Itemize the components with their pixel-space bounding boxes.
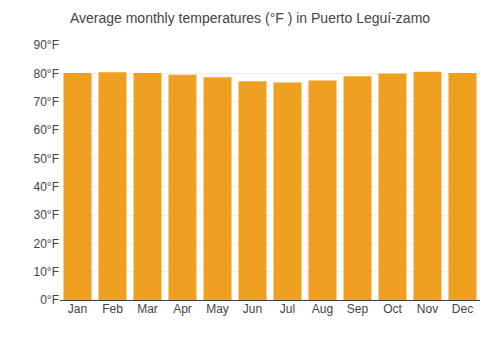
- svg-text:10°F: 10°F: [34, 265, 59, 279]
- svg-text:Apr: Apr: [173, 302, 192, 316]
- svg-text:May: May: [206, 302, 229, 316]
- svg-text:90°F: 90°F: [34, 38, 59, 52]
- svg-text:60°F: 60°F: [34, 123, 59, 137]
- svg-text:Average monthly temperatures (: Average monthly temperatures (°F ) in Pu…: [70, 10, 430, 26]
- svg-text:40°F: 40°F: [34, 180, 59, 194]
- svg-text:Oct: Oct: [383, 302, 402, 316]
- svg-text:Aug: Aug: [312, 302, 333, 316]
- svg-text:0°F: 0°F: [40, 293, 59, 307]
- svg-text:Nov: Nov: [417, 302, 438, 316]
- svg-text:70°F: 70°F: [34, 95, 59, 109]
- svg-text:Jul: Jul: [280, 302, 295, 316]
- svg-text:30°F: 30°F: [34, 208, 59, 222]
- svg-text:Dec: Dec: [452, 302, 473, 316]
- svg-text:20°F: 20°F: [34, 237, 59, 251]
- svg-text:Jun: Jun: [243, 302, 262, 316]
- svg-text:Sep: Sep: [347, 302, 369, 316]
- svg-text:Mar: Mar: [137, 302, 158, 316]
- svg-text:Jan: Jan: [68, 302, 87, 316]
- svg-text:50°F: 50°F: [34, 152, 59, 166]
- svg-text:80°F: 80°F: [34, 67, 59, 81]
- svg-text:Feb: Feb: [102, 302, 123, 316]
